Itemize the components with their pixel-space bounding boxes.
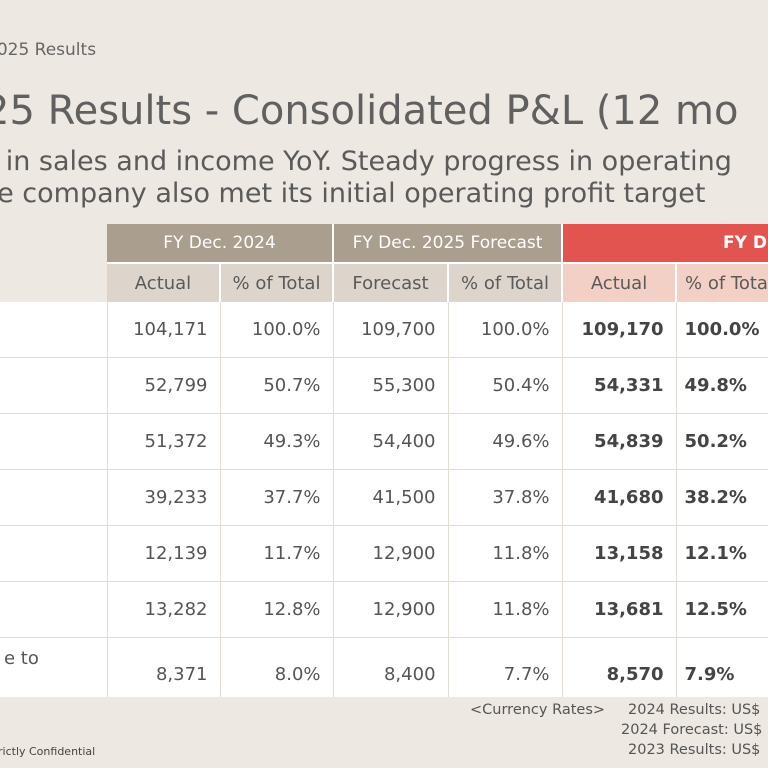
cell-actual-2025: 13,681 [562,581,677,638]
cell-forecast: 41,500 [333,469,449,526]
breadcrumb: 2025 Results [0,40,97,60]
group-fy2025-forecast: FY Dec. 2025 Forecast [333,224,564,264]
row-label [0,302,108,358]
cell-forecast: 8,400 [333,637,449,697]
table-row: 13,282 12.8% 12,900 11.8% 13,681 12.5% [0,581,768,638]
cell-pct-2025: 100.0% [676,302,768,358]
cell-pct-2025: 50.2% [676,413,768,470]
group-fy2024: FY Dec. 2024 [107,224,335,264]
cell-pct-2025: 38.2% [676,469,768,526]
cell-actual-2025: 54,839 [562,413,677,470]
cell-forecast: 54,400 [333,413,449,470]
cell-actual-2024: 12,139 [107,525,221,582]
table-row: e to 8,371 8.0% 8,400 7.7% 8,570 7.9% [0,637,768,697]
cell-actual-2024: 8,371 [107,637,221,697]
subheader-pct-2024: % of Total [220,263,335,302]
row-label [0,413,108,470]
cell-forecast: 12,900 [333,525,449,582]
cell-pct-2025: 49.8% [676,357,768,414]
cell-pct-forecast: 100.0% [448,302,563,358]
cell-pct-forecast: 49.6% [448,413,563,470]
group-header-row: FY Dec. 2024 FY Dec. 2025 Forecast FY D [0,224,768,264]
cell-forecast: 55,300 [333,357,449,414]
table-row: 51,372 49.3% 54,400 49.6% 54,839 50.2% [0,413,768,470]
row-label [0,525,108,582]
cell-pct-2025: 12.5% [676,581,768,638]
subheader-pct-2025: % of Tota [676,263,768,302]
table-row: 52,799 50.7% 55,300 50.4% 54,331 49.8% [0,357,768,414]
sub-header-row: Actual % of Total Forecast % of Total Ac… [0,263,768,302]
table-row: 12,139 11.7% 12,900 11.8% 13,158 12.1% [0,525,768,582]
cell-pct-2024: 37.7% [220,469,334,526]
header-blank [0,224,107,263]
cell-pct-2024: 49.3% [220,413,334,470]
subtitle-line-1: d in sales and income YoY. Steady progre… [0,146,732,177]
cell-pct-forecast: 11.8% [448,525,563,582]
row-label: e to [0,637,108,697]
cell-pct-2024: 11.7% [220,525,334,582]
cell-forecast: 109,700 [333,302,449,358]
cell-actual-2024: 39,233 [107,469,221,526]
cell-actual-2025: 109,170 [562,302,677,358]
slide-title: 25 Results - Consolidated P&L (12 mo [0,88,739,134]
table-row: 39,233 37.7% 41,500 37.8% 41,680 38.2% [0,469,768,526]
cell-pct-forecast: 37.8% [448,469,563,526]
cell-pct-2025: 7.9% [676,637,768,697]
row-label [0,469,108,526]
confidential-footer: rictly Confidential [0,745,96,758]
subtitle-line-2: he company also met its initial operatin… [0,178,706,209]
currency-heading: <Currency Rates> [470,702,606,718]
cell-pct-forecast: 7.7% [448,637,563,697]
cell-pct-2025: 12.1% [676,525,768,582]
cell-actual-2025: 54,331 [562,357,677,414]
subheader-actual-2025: Actual [562,263,678,302]
pl-table: FY Dec. 2024 FY Dec. 2025 Forecast FY D … [0,224,768,697]
currency-line-1: 2024 Results: US$ [628,702,761,718]
currency-line-3: 2023 Results: US$ [628,742,761,758]
cell-actual-2025: 41,680 [562,469,677,526]
row-label [0,581,108,638]
subheader-forecast: Forecast [333,263,450,302]
subheader-blank [0,263,107,302]
cell-actual-2024: 52,799 [107,357,221,414]
cell-actual-2025: 8,570 [562,637,677,697]
group-fy2025-actual: FY D [562,224,768,264]
currency-line-2: 2024 Forecast: US$ [621,722,763,738]
cell-actual-2024: 13,282 [107,581,221,638]
cell-forecast: 12,900 [333,581,449,638]
subheader-actual-2024: Actual [107,263,221,302]
cell-pct-2024: 50.7% [220,357,334,414]
cell-pct-forecast: 11.8% [448,581,563,638]
cell-actual-2025: 13,158 [562,525,677,582]
cell-actual-2024: 104,171 [107,302,221,358]
cell-pct-2024: 12.8% [220,581,334,638]
cell-pct-2024: 100.0% [220,302,334,358]
subheader-pct-forecast: % of Total [448,263,564,302]
cell-actual-2024: 51,372 [107,413,221,470]
cell-pct-2024: 8.0% [220,637,334,697]
table-row: 104,171 100.0% 109,700 100.0% 109,170 100.0% [0,302,768,358]
cell-pct-forecast: 50.4% [448,357,563,414]
row-label [0,357,108,414]
